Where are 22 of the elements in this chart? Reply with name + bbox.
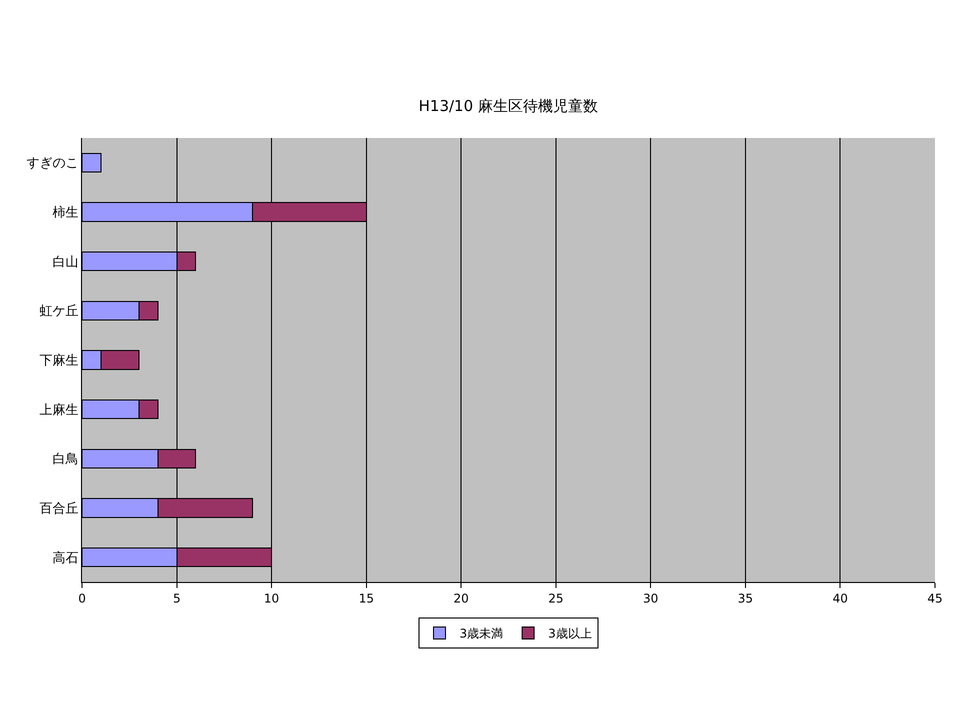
chart-title: H13/10 麻生区待機児童数	[418, 97, 598, 116]
y-tick-label: 柿生	[52, 206, 78, 221]
y-tick-label: 上麻生	[39, 402, 78, 418]
y-tick-label: 虹ケ丘	[39, 304, 78, 320]
legend-label: 3歳未満	[460, 626, 504, 641]
x-tick-label: 40	[832, 591, 848, 606]
y-tick-label: 白山	[52, 254, 78, 270]
x-tick-label: 10	[264, 591, 280, 606]
x-tick-label: 45	[927, 591, 943, 606]
x-tick-label: 0	[78, 591, 86, 606]
y-tick-label: 白鳥	[52, 452, 78, 468]
x-tick-label: 20	[453, 591, 469, 606]
x-tick-label: 15	[358, 591, 374, 606]
y-tick-label: 高石	[52, 550, 78, 566]
x-tick-label: 5	[172, 591, 181, 606]
y-tick-label: すぎのこ	[26, 156, 78, 172]
y-tick-label: 百合丘	[39, 502, 78, 517]
legend-label: 3歳以上	[548, 626, 592, 641]
x-tick-label: 30	[643, 591, 658, 606]
y-tick-label: 下麻生	[39, 354, 78, 369]
x-tick-label: 35	[738, 591, 754, 606]
x-tick-label: 25	[548, 591, 564, 606]
